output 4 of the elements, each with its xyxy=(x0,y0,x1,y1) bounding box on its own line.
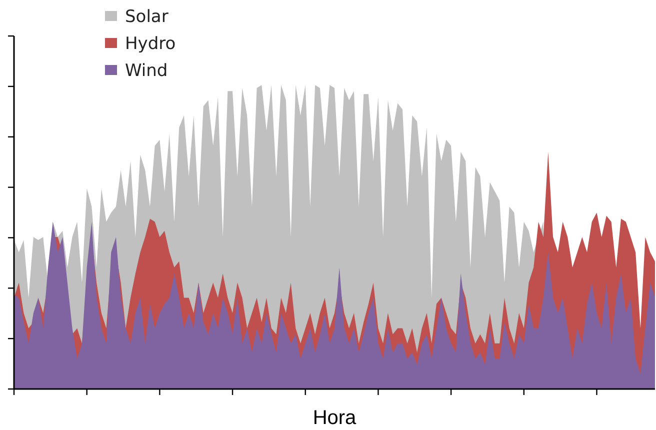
legend-label: Solar xyxy=(125,7,168,27)
x-axis-title: Hora xyxy=(312,407,358,429)
legend-label: Hydro xyxy=(125,34,176,54)
legend-label: Wind xyxy=(125,61,168,81)
